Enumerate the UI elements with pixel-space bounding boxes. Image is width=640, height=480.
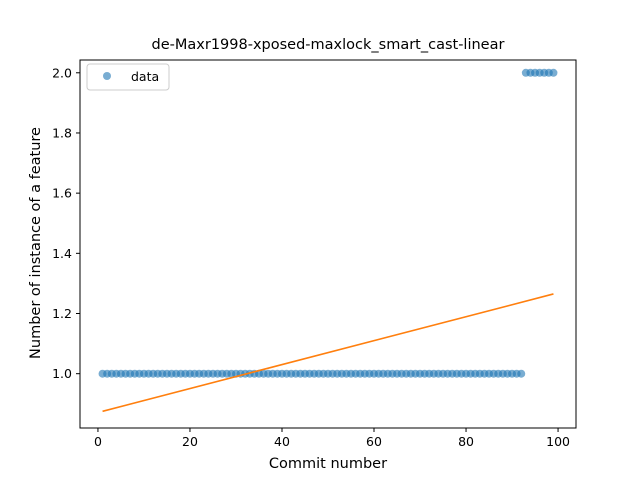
x-tick-label: 60 (366, 434, 382, 449)
y-tick-label: 1.2 (52, 306, 72, 321)
x-tick-label: 100 (546, 434, 570, 449)
y-axis-label: Number of instance of a feature (28, 127, 44, 359)
x-tick-label: 80 (458, 434, 474, 449)
y-tick-label: 2.0 (52, 65, 72, 80)
y-tick-label: 1.8 (52, 125, 72, 140)
legend-marker (103, 72, 111, 80)
data-point (549, 69, 557, 77)
legend: data (87, 64, 169, 90)
data-point (517, 370, 525, 378)
x-tick-label: 0 (94, 434, 102, 449)
y-tick-label: 1.4 (52, 246, 72, 261)
y-tick-label: 1.0 (52, 366, 72, 381)
x-tick-label: 20 (182, 434, 198, 449)
x-tick-label: 40 (274, 434, 290, 449)
axes: 0 20 40 60 80 100 1.0 1.2 1.4 1.6 1.8 2.0 (52, 60, 576, 449)
chart-title: de-Maxr1998-xposed-maxlock_smart_cast-li… (152, 37, 505, 53)
fit-line (103, 294, 554, 411)
x-axis-label: Commit number (269, 456, 387, 472)
plot-area (99, 69, 558, 412)
legend-label: data (131, 69, 159, 84)
y-tick-label: 1.6 (52, 186, 72, 201)
